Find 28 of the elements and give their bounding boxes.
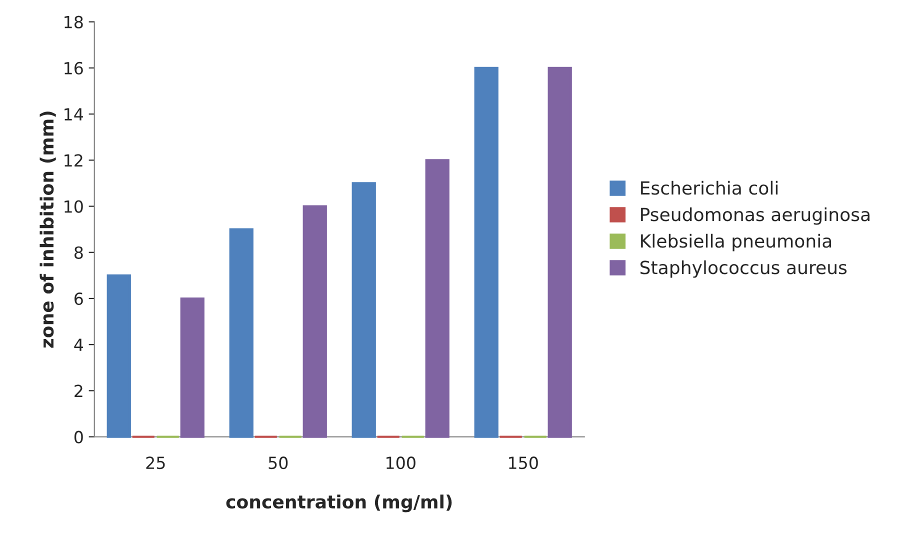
- bar: [548, 66, 572, 438]
- y-tick-label: 16: [64, 62, 83, 75]
- bar: [474, 66, 498, 438]
- x-axis-title: concentration (mg/ml): [226, 494, 452, 512]
- y-tick-label: 4: [74, 338, 84, 351]
- y-tick-label: 14: [64, 108, 84, 120]
- x-tick-label: 100: [386, 456, 416, 470]
- x-tick-label: 150: [509, 456, 538, 470]
- x-tick-label: 50: [268, 456, 288, 470]
- legend-label: Escherichia coli: [641, 180, 778, 195]
- y-axis-title: zone of inhibition (mm): [40, 112, 56, 348]
- y-tick-label: 2: [74, 384, 82, 398]
- bar: [425, 159, 450, 438]
- bar: [352, 182, 376, 438]
- bar: [106, 274, 131, 438]
- y-tick-label: 0: [74, 430, 83, 444]
- legend-label: Klebsiella pneumonia: [641, 234, 832, 252]
- y-tick-label: 12: [64, 154, 82, 166]
- legend-label: Staphylococcus aureus: [640, 260, 847, 278]
- y-tick-label: 10: [64, 200, 83, 213]
- x-tick-label: 25: [146, 456, 165, 470]
- bar: [302, 205, 327, 438]
- legend-label: Pseudomonas aeruginosa: [641, 207, 870, 225]
- y-tick-label: 8: [74, 246, 83, 259]
- bar: [180, 297, 204, 438]
- y-tick-label: 18: [64, 16, 83, 28]
- bar: [229, 228, 254, 438]
- y-tick-label: 6: [74, 292, 83, 306]
